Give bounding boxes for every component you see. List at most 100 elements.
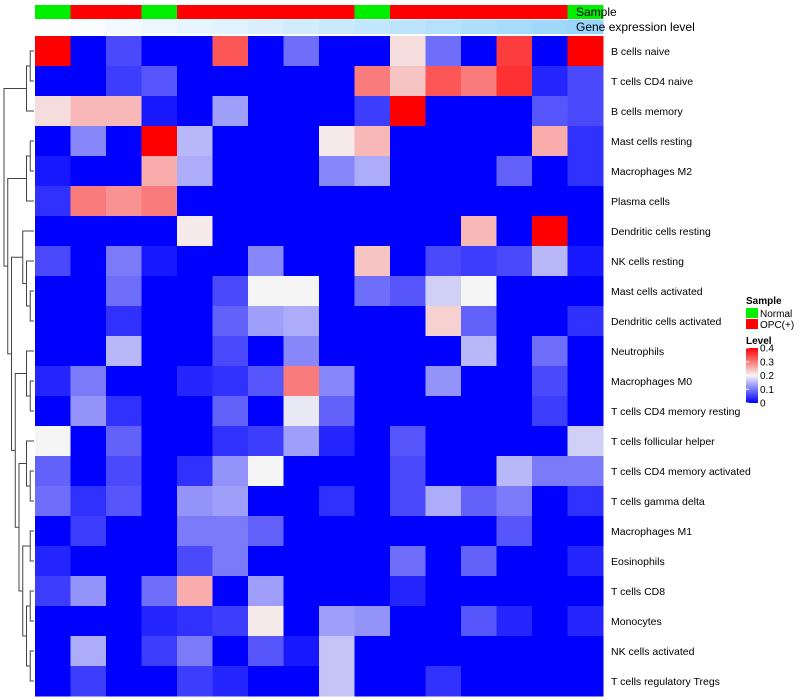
row-label: Plasma cells — [611, 196, 670, 208]
row-label: T cells CD8 — [611, 586, 665, 598]
heatmap-cell — [425, 426, 462, 457]
heatmap-cell — [354, 216, 391, 247]
sample-annotation-cell — [354, 5, 391, 19]
heatmap-cell — [106, 636, 142, 667]
heatmap-cell — [70, 456, 107, 487]
heatmap-cell — [390, 486, 426, 517]
heatmap-cell — [461, 576, 497, 607]
heatmap-cell — [35, 546, 71, 577]
legend-label-normal: Normal — [760, 309, 792, 320]
expression-annotation-cell — [390, 20, 426, 34]
heatmap-cell — [212, 456, 249, 487]
heatmap-cell — [390, 306, 426, 337]
heatmap-cell — [496, 546, 533, 577]
heatmap-cell — [532, 576, 568, 607]
heatmap-cell — [212, 246, 249, 277]
sample-annotation-cell — [532, 5, 568, 19]
heatmap-cell — [354, 156, 391, 187]
heatmap-cell — [567, 546, 604, 577]
heatmap-cell — [141, 186, 178, 217]
heatmap-cell — [532, 336, 568, 367]
heatmap-cell — [461, 666, 497, 697]
row-dendrogram — [3, 50, 34, 682]
heatmap-cell — [177, 306, 213, 337]
heatmap-cell — [425, 456, 462, 487]
heatmap-cell — [70, 426, 107, 457]
expression-annotation-cell — [496, 20, 533, 34]
heatmap-cell — [567, 606, 604, 637]
heatmap-cell — [212, 666, 249, 697]
heatmap-cell — [319, 96, 355, 127]
heatmap-cell — [35, 456, 71, 487]
expression-annotation-cell — [567, 20, 604, 34]
sample-annotation-cell — [141, 5, 178, 19]
heatmap-cell — [496, 666, 533, 697]
heatmap-cell — [283, 456, 320, 487]
heatmap-cell — [248, 246, 284, 277]
heatmap-cell — [461, 396, 497, 427]
heatmap-cell — [35, 606, 71, 637]
heatmap-cell — [177, 186, 213, 217]
heatmap-cell — [532, 516, 568, 547]
row-label: T cells CD4 memory activated — [611, 466, 751, 478]
expression-annotation-cell — [70, 20, 107, 34]
heatmap-cell — [177, 366, 213, 397]
heatmap-cell — [567, 156, 604, 187]
heatmap-cell — [70, 66, 107, 97]
sample-annotation-cell — [461, 5, 497, 19]
heatmap-cell — [177, 456, 213, 487]
heatmap-cell — [390, 396, 426, 427]
heatmap-cell — [248, 486, 284, 517]
heatmap-cell — [106, 186, 142, 217]
heatmap-cell — [177, 246, 213, 277]
heatmap-cell — [532, 636, 568, 667]
dendrogram-branch — [3, 88, 27, 267]
dendrogram-branch — [26, 605, 31, 667]
heatmap-cell — [70, 546, 107, 577]
heatmap-cell — [70, 636, 107, 667]
heatmap-cell — [141, 546, 178, 577]
sample-annotation-cell — [390, 5, 426, 19]
expression-annotation-cell — [283, 20, 320, 34]
row-label: T cells regulatory Tregs — [611, 676, 720, 688]
heatmap-cell — [461, 456, 497, 487]
heatmap-cell — [354, 606, 391, 637]
heatmap-cell — [177, 336, 213, 367]
heatmap-cell — [354, 576, 391, 607]
heatmap-cell — [35, 486, 71, 517]
heatmap-cell — [248, 636, 284, 667]
heatmap-cell — [461, 186, 497, 217]
legend-tick-label: 0.4 — [760, 344, 774, 355]
heatmap-cell — [70, 306, 107, 337]
heatmap-cell — [532, 156, 568, 187]
heatmap-cell — [106, 156, 142, 187]
heatmap-cell — [567, 336, 604, 367]
heatmap-cell — [425, 606, 462, 637]
heatmap-cell — [141, 96, 178, 127]
heatmap-cell — [141, 366, 178, 397]
heatmap-cell — [354, 306, 391, 337]
column-annotations — [35, 5, 604, 34]
heatmap-cell — [283, 36, 320, 67]
heatmap-cell — [319, 126, 355, 157]
heatmap-cell — [390, 576, 426, 607]
heatmap-cell — [70, 486, 107, 517]
heatmap-cell — [496, 126, 533, 157]
heatmap-cell — [141, 636, 178, 667]
heatmap-cell — [567, 276, 604, 307]
heatmap-cell — [390, 336, 426, 367]
heatmap-cell — [319, 426, 355, 457]
heatmap-cell — [70, 216, 107, 247]
heatmap-cell — [141, 276, 178, 307]
heatmap-cells — [35, 36, 604, 697]
heatmap-cell — [354, 186, 391, 217]
heatmap-cell — [141, 156, 178, 187]
heatmap-cell — [461, 156, 497, 187]
row-label: NK cells activated — [611, 646, 695, 658]
heatmap-cell — [496, 486, 533, 517]
heatmap-cell — [283, 276, 320, 307]
heatmap-cell — [248, 546, 284, 577]
heatmap-cell — [425, 156, 462, 187]
heatmap-cell — [283, 96, 320, 127]
heatmap-cell — [212, 336, 249, 367]
